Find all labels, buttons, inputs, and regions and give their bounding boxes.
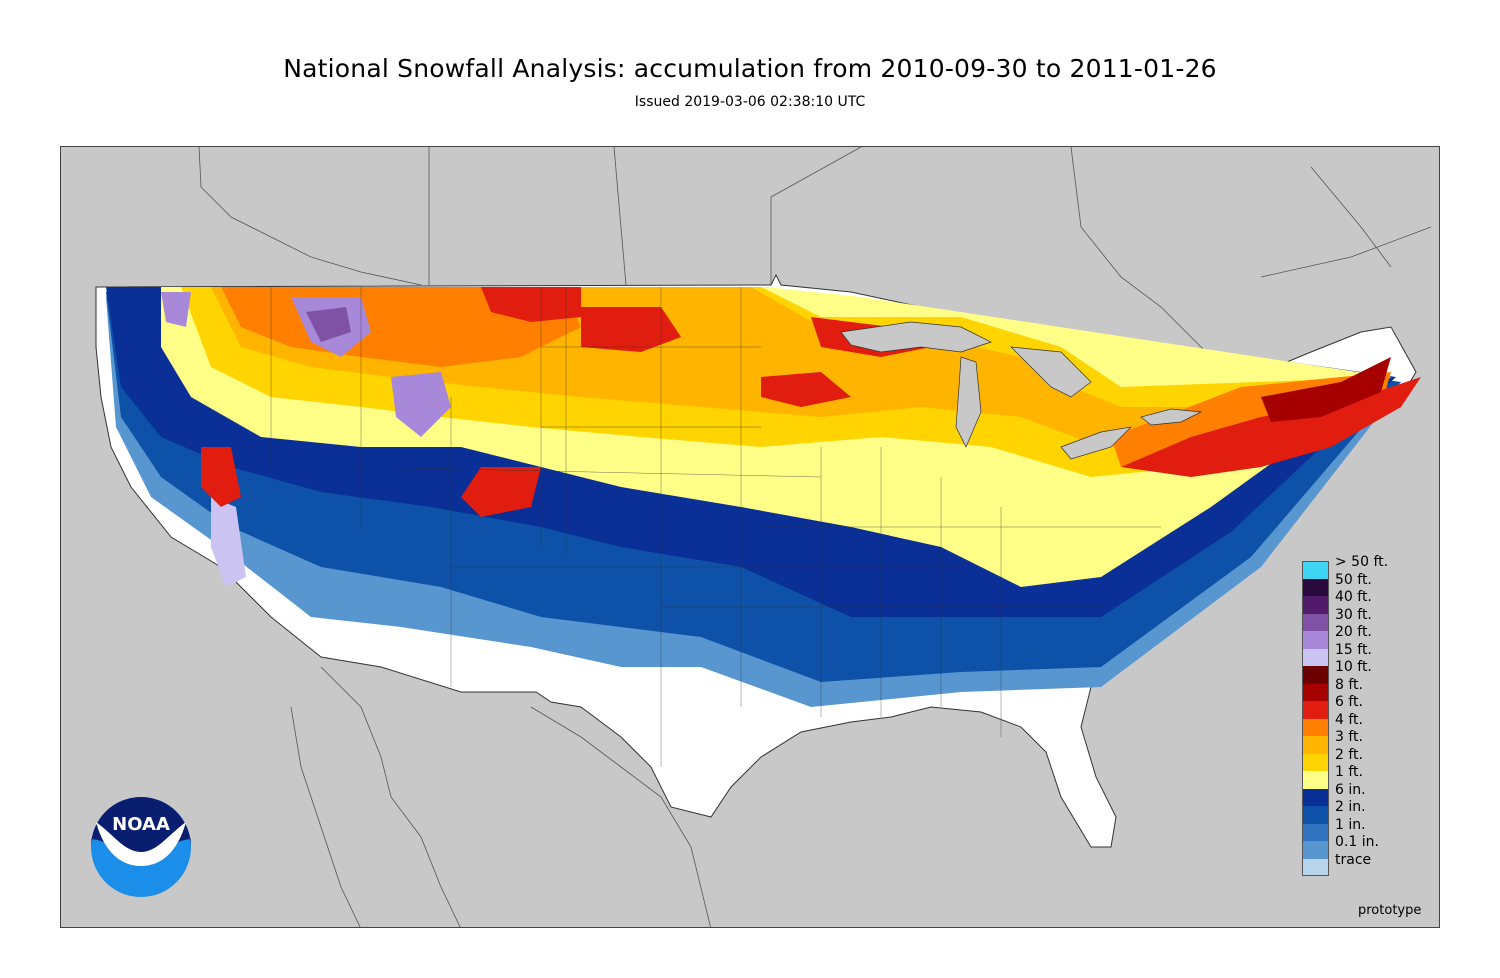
legend-swatch	[1302, 718, 1329, 736]
legend-label: trace	[1335, 851, 1372, 868]
legend-label: > 50 ft.	[1335, 554, 1389, 570]
snowfall-map	[60, 146, 1440, 928]
legend-swatch	[1302, 596, 1329, 614]
snowfall-bands	[106, 287, 1421, 707]
legend-swatch	[1302, 666, 1329, 684]
legend-label: 3 ft.	[1335, 729, 1363, 745]
noaa-logo: NOAA	[90, 796, 192, 898]
legend-label: 40 ft.	[1335, 589, 1372, 605]
legend-label: 50 ft.	[1335, 571, 1372, 588]
legend-swatch	[1302, 806, 1329, 824]
snowfall-map-svg	[61, 147, 1439, 927]
legend-swatch	[1302, 683, 1329, 701]
legend-swatch	[1302, 701, 1329, 719]
legend-swatch	[1302, 561, 1329, 579]
legend-swatch	[1302, 771, 1329, 789]
legend-label: 2 in.	[1335, 799, 1366, 815]
legend-swatch	[1302, 858, 1329, 876]
issued-timestamp: Issued 2019-03-06 02:38:10 UTC	[634, 94, 866, 110]
legend-swatch	[1302, 631, 1329, 649]
legend-swatch	[1302, 841, 1329, 859]
legend-swatch	[1302, 788, 1329, 806]
legend-label: 8 ft.	[1335, 676, 1363, 693]
legend-label: 0.1 in.	[1335, 834, 1379, 850]
legend-swatch	[1302, 648, 1329, 666]
legend-label: 6 in.	[1335, 781, 1366, 798]
legend-label: 20 ft.	[1335, 624, 1372, 640]
legend-label: 6 ft.	[1335, 694, 1363, 710]
legend-label: 1 in.	[1335, 816, 1366, 833]
legend-swatch	[1302, 753, 1329, 771]
noaa-logo-svg: NOAA	[91, 797, 191, 897]
legend-label: 1 ft.	[1335, 764, 1363, 780]
prototype-note: prototype	[1358, 903, 1422, 918]
legend-label: 2 ft.	[1335, 746, 1363, 763]
legend-swatch	[1302, 736, 1329, 754]
map-title: National Snowfall Analysis: accumulation…	[283, 54, 1217, 83]
legend-label: 10 ft.	[1335, 659, 1372, 675]
legend-swatch	[1302, 578, 1329, 596]
noaa-logo-text: NOAA	[112, 814, 170, 835]
country-borders	[198, 147, 1432, 927]
legend-swatch	[1302, 613, 1329, 631]
state-lines	[270, 287, 1161, 767]
legend-swatch	[1302, 823, 1329, 841]
legend-label: 15 ft.	[1335, 641, 1372, 658]
legend-label: 30 ft.	[1335, 606, 1372, 623]
legend-label: 4 ft.	[1335, 711, 1363, 728]
